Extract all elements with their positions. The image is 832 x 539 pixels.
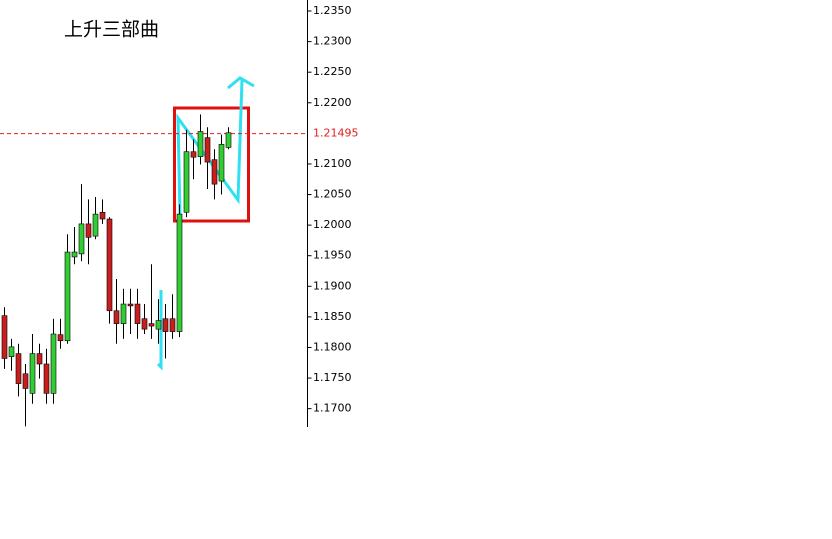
candle-body	[50, 333, 57, 394]
arrow-head	[227, 76, 255, 90]
candle-body	[204, 137, 211, 163]
candle-body	[141, 318, 148, 330]
candle-body	[113, 310, 120, 324]
y-tick-label: 1.1950	[313, 249, 352, 262]
y-tick-label: 1.1750	[313, 371, 352, 384]
y-tick-label: 1.2250	[313, 65, 352, 78]
candle-body	[197, 131, 204, 157]
candle-body	[176, 213, 183, 332]
candle-body	[190, 151, 197, 158]
candle-body	[64, 251, 71, 342]
candle-body	[218, 144, 225, 182]
candle-body	[134, 303, 141, 324]
candle-body	[99, 211, 106, 220]
chart-title: 上升三部曲	[64, 19, 159, 41]
candle-body	[43, 363, 50, 394]
candle-body	[71, 251, 78, 258]
y-tick-label: 1.2300	[313, 35, 352, 48]
annotation-line	[156, 290, 163, 371]
y-tick-label: 1.2350	[313, 4, 352, 17]
candle-body	[8, 346, 15, 357]
candle-body	[155, 320, 162, 330]
candle-body	[1, 315, 8, 359]
y-tick-label: 1.2050	[313, 188, 352, 201]
candle-body	[183, 151, 190, 213]
candle-body	[57, 334, 64, 342]
candle-body	[85, 223, 92, 238]
y-tick-label: 1.2100	[313, 157, 352, 170]
candle-body	[78, 223, 85, 255]
candle-body	[162, 318, 169, 332]
candle-body	[127, 303, 134, 307]
y-tick-label: 1.1800	[313, 340, 352, 353]
y-tick-label: 1.1850	[313, 310, 352, 323]
y-tick-label: 1.1700	[313, 402, 352, 415]
candle-body	[211, 159, 218, 185]
candle-body	[36, 353, 43, 365]
candle-body	[22, 373, 29, 389]
candle-body	[92, 213, 99, 237]
highlight-box	[173, 106, 250, 223]
y-tick-label: 1.1900	[313, 279, 352, 292]
y-tick-label: 1.2000	[313, 218, 352, 231]
candle-body	[225, 132, 232, 148]
y-tick-label: 1.2200	[313, 96, 352, 109]
candle-body	[106, 218, 113, 312]
candle-body	[29, 353, 36, 394]
price-label: 1.21495	[313, 127, 359, 140]
candle-body	[148, 323, 155, 327]
candle-body	[169, 318, 176, 332]
candle-body	[15, 353, 22, 384]
candle-body	[120, 303, 127, 324]
